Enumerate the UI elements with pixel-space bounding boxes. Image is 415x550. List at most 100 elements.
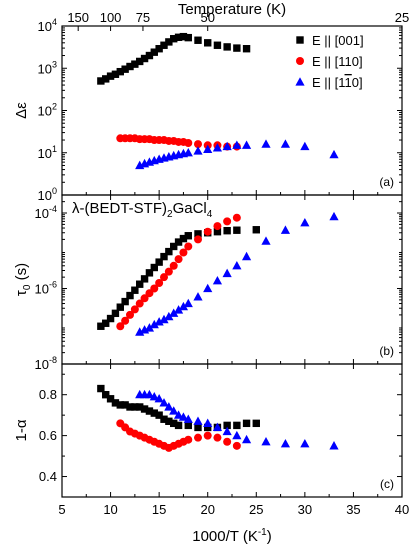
data-point [174,255,183,264]
panel-frame [61,25,403,196]
data-point [213,41,222,49]
data-point [173,410,184,419]
data-point [222,426,232,436]
data-point [174,238,183,246]
data-point [97,322,105,330]
compound-label: λ-(BEDT-STF)2GaCl4 [72,200,213,220]
data-point [126,291,134,300]
data-point [203,431,212,440]
data-point [136,403,144,411]
data-point [102,319,110,327]
data-point [126,62,134,71]
data-point [116,67,124,76]
data-point [178,412,189,421]
y-tick-label: 10-8 [35,355,57,372]
data-point [232,140,242,149]
data-point [233,44,241,52]
data-point [126,403,134,411]
series-s1m10 [135,389,339,450]
panel-label: (a) [379,175,394,189]
compound-part: GaCl [173,200,207,217]
data-point [169,261,178,270]
data-point [184,232,192,240]
data-point [184,33,192,42]
data-point [154,317,164,326]
data-point [97,384,105,393]
y-tick-base: 10 [35,282,49,297]
compound-sub: 2 [167,209,173,220]
legend-marker [296,36,304,44]
data-point [280,439,291,448]
data-point [178,301,189,311]
data-point [106,314,115,323]
data-point [160,41,168,49]
data-point [241,140,252,149]
legend-label: E || [110] [312,54,363,69]
y-tick-exp: 0 [52,186,57,196]
y-axis-label-end: (s) [13,263,30,285]
data-point [233,226,241,234]
x-axis-label: 1000/T (K-1) [192,527,272,545]
data-point [149,391,159,401]
data-point [223,437,232,446]
panel-frame [61,363,403,498]
data-point [194,140,202,149]
data-point [102,390,110,399]
data-point [329,149,339,159]
data-point [173,305,184,314]
y-tick-label: 0.4 [39,469,57,484]
data-point [121,297,129,306]
data-point [212,143,223,152]
data-point [204,39,212,47]
y-axis-label: Δε [13,102,30,119]
data-point [174,33,183,42]
y-tick-label: 103 [38,59,57,76]
y-axis-label-sub: 0 [22,284,33,290]
data-point [145,51,154,60]
data-point [213,227,222,236]
series-s110 [116,419,241,452]
y-tick-base: 10 [35,206,49,221]
data-point [223,217,232,226]
series-s110 [116,213,241,331]
data-point [193,416,203,425]
data-point [140,275,149,283]
top-tick-label: 25 [395,10,409,25]
data-point [213,433,222,442]
data-point [111,399,120,407]
data-point [165,247,173,256]
y-axis-label: 1-α [13,419,30,441]
data-point [183,414,193,423]
data-point [155,258,163,266]
data-point [329,211,339,221]
y-tick-exp: 3 [52,59,57,69]
data-point [183,147,193,157]
y-tick-base: 10 [38,104,52,119]
data-point [116,322,125,331]
data-point [280,139,291,148]
data-point [300,439,310,448]
y-tick-base: 10 [38,19,52,34]
x-axis-label-sup: -1 [258,527,267,538]
data-point [121,401,129,409]
data-point [111,309,120,318]
data-point [160,415,168,423]
data-point [126,310,134,319]
data-point [155,278,164,287]
series-s001 [97,226,260,330]
y-tick-label: 10-4 [35,204,57,221]
data-point [131,403,139,411]
data-point [131,60,139,68]
data-point [170,242,178,251]
data-point [261,236,271,245]
data-point [169,406,179,415]
x-tick-label: 20 [200,502,214,517]
data-point [252,419,260,428]
panel-c: 0.4 0.6 0.8 1-α (c) [13,363,403,498]
x-axis-label-main: 1000/T (K [192,528,258,545]
data-point [203,227,212,236]
y-tick-label: 104 [38,17,57,34]
data-point [121,65,129,73]
data-point [121,316,130,325]
legend-text-bar: 1 [345,75,352,90]
